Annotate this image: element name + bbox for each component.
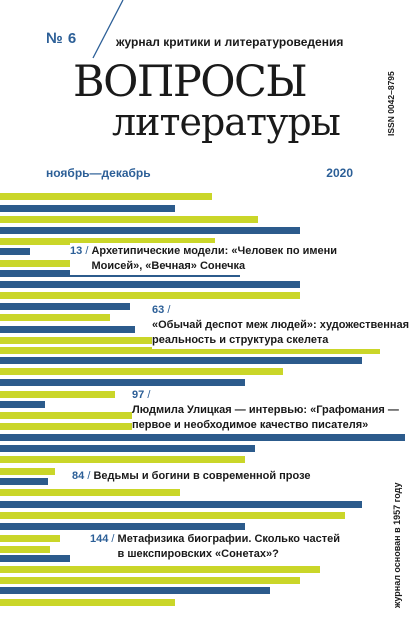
journal-tagline: журнал критики и литературоведения [116,35,344,49]
issue-number: № 6 [46,30,77,47]
issn-label: ISSN 0042–8795 [386,71,396,136]
article-title: «Обычай деспот меж людей»: художественна… [152,318,409,348]
article-page-number: 144 [90,533,109,545]
issue-year: 2020 [326,166,353,180]
blue-stripe [0,523,245,530]
yellow-stripe [0,489,180,496]
slash-separator: / [147,389,151,401]
blue-stripe [0,205,175,212]
yellow-stripe [0,391,115,398]
issue-months: ноябрь—декабрь [46,166,151,180]
yellow-stripe [0,216,258,223]
slash-separator: / [85,245,89,257]
blue-stripe [0,248,30,255]
article-page-number: 84 [72,470,85,482]
journal-title-line1: ВОПРОСЫ [73,57,308,107]
article-title-line1: Метафизика биографии. Сколько частей [117,533,340,545]
blue-stripe [0,501,362,508]
blue-stripe [0,445,255,452]
yellow-stripe [0,512,345,519]
blue-stripe [0,478,48,485]
article-page-number: 97 [132,389,145,401]
article-title: Метафизика биографии. Сколько частей в ше… [118,532,340,562]
yellow-stripe [0,566,320,573]
blue-stripe [0,587,270,594]
article-page-number: 63 [152,304,165,316]
yellow-stripe [0,468,55,475]
slash-separator: / [111,533,115,545]
yellow-stripe [0,347,380,354]
article-title: Людмила Улицкая — интервью: «Графомания … [132,403,399,433]
yellow-stripe [0,260,70,267]
diagonal-line-decoration [92,0,124,59]
blue-stripe [0,555,70,562]
blue-stripe [0,281,300,288]
article-title: Архетипические модели: «Человек по имени… [91,244,337,274]
blue-stripe [0,227,300,234]
blue-stripe [0,379,245,386]
yellow-stripe [0,599,175,606]
yellow-stripe [0,238,215,245]
article-title-line2: Моисей», «Вечная» Сонечка [91,260,246,272]
article-title-line1: Архетипические модели: «Человек по имени [91,245,338,257]
blue-stripe [0,326,135,333]
article-title-line2: реальность и структура скелета [152,334,329,346]
journal-title-line2: литературы [112,100,341,144]
article-title: Ведьмы и богини в современной прозе [93,469,310,484]
yellow-stripe [0,577,300,584]
article-entry: 63 / «Обычай деспот меж людей»: художест… [152,302,415,349]
yellow-stripe [0,292,300,299]
article-entry: 97 / Людмила Улицкая — интервью: «Графом… [132,387,415,434]
yellow-stripe [0,456,245,463]
slash-separator: / [167,304,171,316]
yellow-stripe [0,412,220,419]
blue-stripe [0,303,130,310]
slash-separator: / [87,470,91,482]
yellow-stripe [0,546,50,553]
article-page-number: 13 [70,245,83,257]
article-entry: 13 / Архетипические модели: «Человек по … [70,243,340,275]
yellow-stripe [0,314,110,321]
article-title-line1: «Обычай деспот меж людей»: художественна… [152,319,410,331]
blue-stripe [0,401,45,408]
article-title-line2: в шекспировских «Сонетах»? [117,548,279,560]
yellow-stripe [0,368,283,375]
yellow-stripe [0,193,212,200]
article-title-line1: Людмила Улицкая — интервью: «Графомания … [132,404,399,416]
blue-stripe [0,357,362,364]
article-entry: 84 / Ведьмы и богини в современной прозе [72,468,313,485]
article-title-line1: Ведьмы и богини в современной прозе [93,470,311,482]
yellow-stripe [0,535,60,542]
founded-note: журнал основан в 1957 году [392,482,402,609]
article-title-line2: первое и необходимое качество писателя» [132,419,369,431]
article-entry: 144 / Метафизика биографии. Сколько част… [90,531,342,563]
blue-stripe [0,434,405,441]
